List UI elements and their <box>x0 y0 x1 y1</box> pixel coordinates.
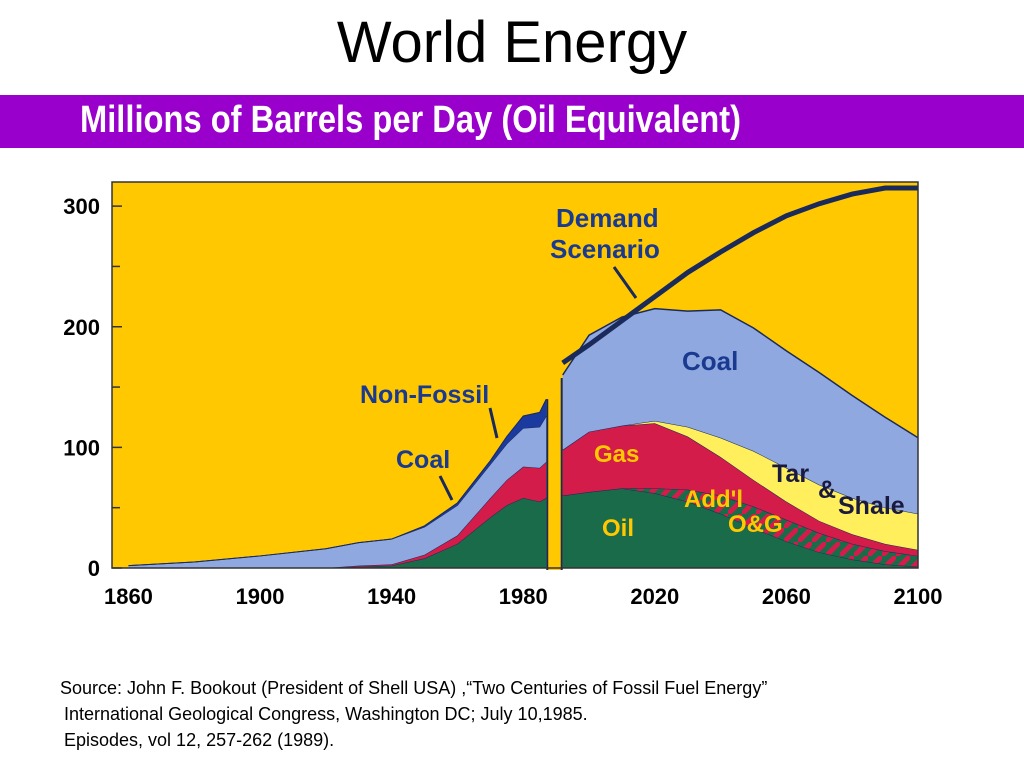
x-tick-label: 1940 <box>367 584 416 609</box>
chart-subtitle: Millions of Barrels per Day (Oil Equival… <box>80 99 742 141</box>
x-tick-label: 2060 <box>762 584 811 609</box>
source-citation: Source: John F. Bookout (President of Sh… <box>60 675 767 753</box>
annotation-non-fossil: Non-Fossil <box>360 381 489 409</box>
y-tick-label: 100 <box>63 435 100 460</box>
x-tick-label: 1980 <box>499 584 548 609</box>
annotation-scenario: Scenario <box>550 234 660 264</box>
page-title: World Energy <box>336 10 688 75</box>
source-line-2: International Geological Congress, Washi… <box>64 704 588 724</box>
historical-coal-area <box>128 416 547 568</box>
plot-frame <box>111 181 919 569</box>
data-gap <box>547 182 562 570</box>
historical-non-fossil-edge <box>128 398 547 567</box>
y-tick-label: 0 <box>88 556 100 581</box>
y-tick-label: 300 <box>63 194 100 219</box>
annotation-coal-historical: Coal <box>396 446 450 474</box>
historical-oil-area <box>128 498 547 568</box>
projection-gas-area <box>562 423 918 556</box>
projection-add-l-o-g-area <box>562 488 918 567</box>
annotation-gas: Gas <box>594 441 639 468</box>
projection-oil-area <box>562 488 918 568</box>
demand-pointer <box>612 266 638 299</box>
demand-scenario-line <box>561 185 918 365</box>
projection-coal-area <box>562 308 918 514</box>
projection-tar-shale-edge <box>562 420 919 515</box>
x-tick-label: 2100 <box>894 584 943 609</box>
annotation-coal-projection: Coal <box>682 346 738 376</box>
source-line-1: Source: John F. Bookout (President of Sh… <box>60 678 768 698</box>
annotation-ampersand: & <box>818 476 836 504</box>
annotation-oil: Oil <box>602 515 634 542</box>
projection-coal-edge <box>562 307 919 439</box>
subtitle-bar: Millions of Barrels per Day (Oil Equival… <box>0 95 1024 148</box>
annotation-shale: Shale <box>838 492 905 520</box>
annotation-demand: Demand <box>556 203 659 233</box>
energy-area-chart: 0 100 200 300 1860 1900 1940 1980 2020 2060 2100 De… <box>63 181 943 609</box>
projection-tar-shale-area <box>562 420 918 550</box>
coal-pointer <box>438 475 454 501</box>
y-tick-label: 200 <box>63 315 100 340</box>
source-line-3: Episodes, vol 12, 257-262 (1989). <box>64 730 335 750</box>
non-fossil-pointer <box>488 407 499 439</box>
annotation-tar: Tar <box>772 460 809 488</box>
x-tick-label: 1860 <box>104 584 153 609</box>
annotation-addl: Add'l <box>684 486 743 513</box>
x-tick-label: 2020 <box>630 584 679 609</box>
annotation-og: O&G <box>728 511 783 538</box>
x-tick-label: 1900 <box>236 584 285 609</box>
